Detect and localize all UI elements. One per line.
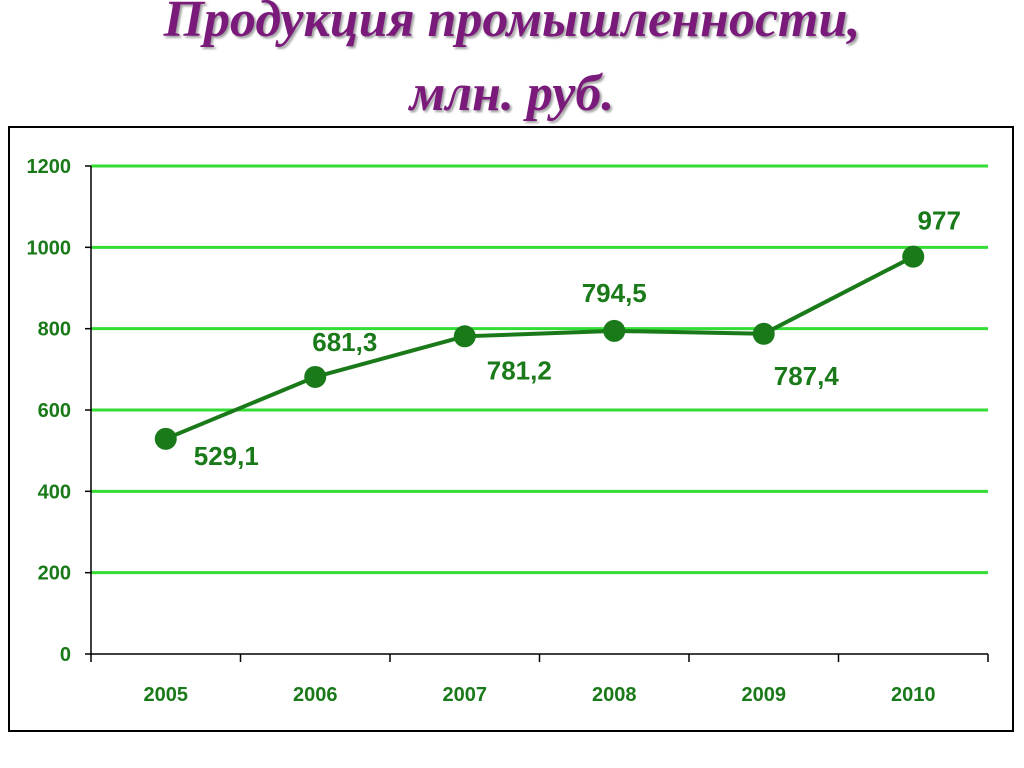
x-tick-label-0: 2005 [144,684,189,706]
data-point-2 [453,325,476,348]
x-tick-labels: 2005 2006 2007 2008 2009 2010 [144,684,936,706]
y-tick-label-2: 400 [38,481,71,503]
y-tick-labels: 0 200 400 600 800 1000 1200 [27,156,72,666]
data-labels: 529,1 681,3 781,2 794,5 787,4 977 [194,206,961,471]
chart-title-line2: млн. руб. [409,65,615,122]
y-tick-label-4: 800 [38,319,71,341]
y-tick-label-6: 1200 [27,156,72,178]
gridlines [91,164,988,575]
y-tick-label-1: 200 [38,563,71,585]
y-tick-label-5: 1000 [27,237,72,259]
series-line [164,254,915,441]
data-label-3: 794,5 [582,278,647,308]
data-points [154,245,925,450]
data-label-4: 787,4 [774,361,840,391]
data-label-0: 529,1 [194,441,259,471]
x-tick-label-4: 2009 [742,684,787,706]
data-point-3 [603,319,626,342]
x-tick-label-1: 2006 [293,684,338,706]
y-tick-label-0: 0 [60,644,71,666]
data-point-4 [752,322,775,345]
data-point-1 [304,365,327,388]
chart-title-line1: Продукция промышленности, [163,0,861,48]
data-label-5: 977 [918,206,961,236]
x-tick-label-5: 2010 [891,684,936,706]
data-point-5 [902,245,925,268]
chart-frame [8,126,1014,732]
data-point-0 [154,427,177,450]
data-label-2: 781,2 [487,355,552,385]
x-tick-label-3: 2008 [592,684,637,706]
data-label-1: 681,3 [312,327,377,357]
y-tick-label-3: 600 [38,400,71,422]
axes [85,165,989,662]
x-tick-label-2: 2007 [443,684,488,706]
series-line-path [164,254,915,441]
